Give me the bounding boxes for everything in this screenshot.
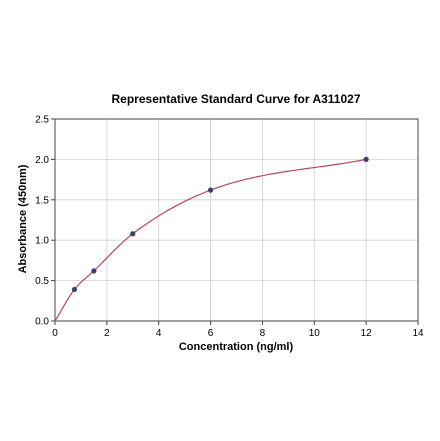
y-tick-label: 1.5 bbox=[35, 195, 49, 206]
x-tick-label: 10 bbox=[309, 328, 321, 339]
x-axis-label: Concentration (ng/ml) bbox=[179, 341, 294, 353]
data-point bbox=[91, 268, 97, 274]
data-point bbox=[71, 286, 78, 293]
x-tick-label: 12 bbox=[361, 328, 373, 339]
data-point bbox=[363, 156, 369, 162]
x-tick-label: 2 bbox=[104, 328, 110, 339]
chart-title: Representative Standard Curve for A31102… bbox=[112, 92, 361, 106]
x-tick-label: 4 bbox=[156, 328, 162, 339]
y-tick-label: 2.5 bbox=[35, 115, 49, 126]
x-tick-label: 6 bbox=[208, 328, 214, 339]
y-axis-label: Absorbance (450nm) bbox=[17, 164, 29, 273]
x-tick-label: 0 bbox=[52, 328, 58, 339]
y-tick-label: 1.0 bbox=[35, 236, 49, 247]
x-axis-ticks: 0 2 4 6 8 10 12 14 bbox=[52, 321, 424, 339]
y-axis-ticks: 0.0 0.5 1.0 1.5 2.0 2.5 bbox=[35, 115, 55, 328]
data-point bbox=[130, 231, 136, 237]
y-tick-label: 0.5 bbox=[35, 276, 49, 287]
grid-lines bbox=[54, 118, 419, 322]
x-tick-label: 14 bbox=[412, 328, 424, 339]
y-tick-label: 2.0 bbox=[35, 155, 49, 166]
plot-frame bbox=[54, 118, 419, 322]
y-tick-label: 0.0 bbox=[35, 317, 49, 328]
data-points bbox=[71, 156, 369, 293]
data-point bbox=[207, 187, 214, 193]
fit-curve bbox=[54, 158, 367, 322]
x-tick-label: 8 bbox=[260, 328, 266, 339]
